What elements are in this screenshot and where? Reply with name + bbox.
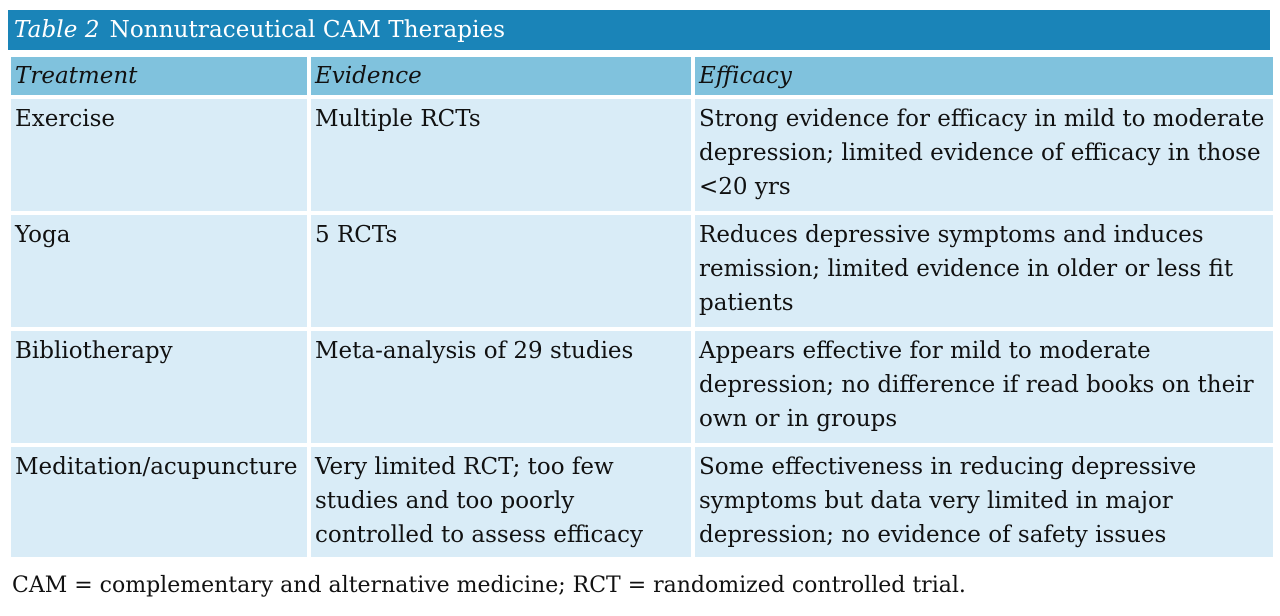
cell-evidence: Meta-analysis of 29 studies bbox=[311, 331, 691, 443]
table-row: Bibliotherapy Meta-analysis of 29 studie… bbox=[11, 331, 1273, 443]
cell-treatment: Yoga bbox=[11, 215, 307, 327]
table-label: Table 2 bbox=[14, 17, 100, 43]
table-row: Meditation/acupuncture Very limited RCT;… bbox=[11, 447, 1273, 557]
table-header-row: Treatment Evidence Efficacy bbox=[11, 57, 1273, 95]
cell-treatment: Exercise bbox=[11, 99, 307, 211]
table-row: Exercise Multiple RCTs Strong evidence f… bbox=[11, 99, 1273, 211]
cell-treatment: Bibliotherapy bbox=[11, 331, 307, 443]
table-title-bar: Table 2 Nonnutraceutical CAM Therapies bbox=[8, 10, 1270, 50]
cell-efficacy: Strong evidence for efficacy in mild to … bbox=[695, 99, 1273, 211]
cell-efficacy: Some effectiveness in reducing depressiv… bbox=[695, 447, 1273, 557]
table-title: Nonnutraceutical CAM Therapies bbox=[109, 17, 506, 43]
column-header-evidence: Evidence bbox=[311, 57, 691, 95]
column-header-efficacy: Efficacy bbox=[695, 57, 1273, 95]
cell-efficacy: Reduces depressive symptoms and induces … bbox=[695, 215, 1273, 327]
cell-evidence: 5 RCTs bbox=[311, 215, 691, 327]
table-row: Yoga 5 RCTs Reduces depressive symptoms … bbox=[11, 215, 1273, 327]
table-footnote: CAM = complementary and alternative medi… bbox=[12, 573, 966, 598]
cell-evidence: Multiple RCTs bbox=[311, 99, 691, 211]
column-header-treatment: Treatment bbox=[11, 57, 307, 95]
cam-therapies-table: Treatment Evidence Efficacy Exercise Mul… bbox=[7, 53, 1277, 561]
cell-evidence: Very limited RCT; too few studies and to… bbox=[311, 447, 691, 557]
cell-treatment: Meditation/acupuncture bbox=[11, 447, 307, 557]
cell-efficacy: Appears effective for mild to moderate d… bbox=[695, 331, 1273, 443]
